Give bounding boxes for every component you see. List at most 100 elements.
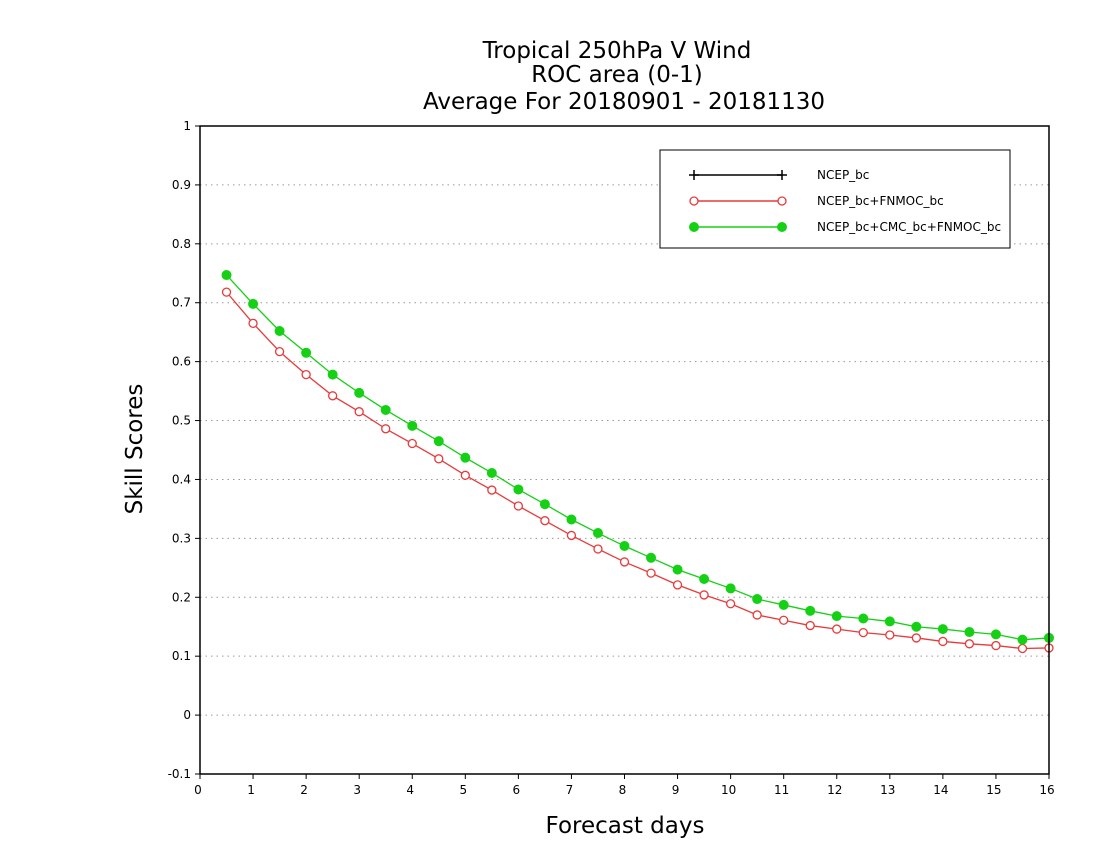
plot-series — [221, 270, 1054, 654]
data-point — [752, 610, 762, 620]
series-line — [226, 291, 1050, 650]
y-tick-label: 0.8 — [172, 237, 191, 251]
data-point — [752, 594, 763, 605]
x-tick-label: 11 — [774, 783, 789, 797]
legend-marker — [777, 222, 787, 232]
grid — [200, 184, 1049, 716]
y-tick-label: 0.1 — [172, 649, 191, 663]
data-point — [486, 467, 497, 478]
data-point — [725, 599, 736, 609]
series-line — [226, 274, 1050, 641]
x-tick-label: 2 — [300, 783, 308, 797]
x-tick-label: 5 — [459, 783, 467, 797]
x-tick-label: 13 — [880, 783, 895, 797]
data-point — [858, 627, 868, 638]
x-tick-label: 8 — [619, 783, 627, 797]
data-point — [593, 544, 603, 554]
data-point — [964, 627, 975, 638]
data-point — [221, 287, 232, 297]
y-tick-label: 0.4 — [172, 472, 191, 486]
data-point — [513, 484, 524, 495]
data-point — [354, 407, 364, 417]
data-point — [434, 454, 444, 464]
legend-box — [659, 149, 1011, 249]
series-1 — [221, 287, 1054, 654]
data-point — [274, 346, 285, 357]
y-tick-label: -0.1 — [168, 767, 191, 781]
x-tick-label: 12 — [827, 783, 842, 797]
x-tick-label: 0 — [194, 783, 202, 797]
y-tick-label: 0.7 — [172, 296, 191, 310]
data-point — [805, 620, 815, 631]
legend-label: NCEP_bc+CMC_bc+FNMOC_bc — [817, 220, 1001, 234]
data-point — [592, 528, 603, 539]
data-point — [301, 347, 312, 358]
x-tick-label: 14 — [933, 783, 948, 797]
data-point — [566, 530, 577, 541]
y-tick-label: 0.3 — [172, 531, 191, 545]
data-point — [619, 557, 630, 567]
legend-entry: NCEP_bc+FNMOC_bc — [689, 194, 944, 208]
data-point — [646, 568, 656, 578]
data-point — [699, 590, 709, 600]
data-point — [327, 369, 338, 380]
data-point — [911, 633, 921, 643]
data-point — [937, 624, 948, 635]
legend-label: NCEP_bc+FNMOC_bc — [817, 194, 944, 208]
data-point — [328, 391, 338, 401]
data-point — [672, 564, 683, 575]
data-point — [513, 501, 524, 511]
x-tick-label: 3 — [353, 783, 361, 797]
legend-entry: NCEP_bc — [689, 168, 869, 182]
data-point — [460, 470, 470, 480]
data-point — [964, 639, 975, 649]
data-point — [487, 485, 497, 495]
y-tick-label: 1 — [183, 119, 191, 133]
data-point — [566, 514, 577, 525]
data-point — [858, 613, 869, 624]
x-tick-label: 1 — [247, 783, 255, 797]
data-point — [805, 605, 816, 616]
data-point — [221, 270, 232, 281]
x-tick-label: 6 — [513, 783, 521, 797]
chart-title-line-2: ROC area (0-1) — [531, 62, 703, 88]
x-tick-label: 10 — [721, 783, 736, 797]
data-point — [779, 615, 789, 625]
data-point — [938, 636, 948, 647]
data-point — [301, 369, 311, 380]
data-point — [1017, 634, 1028, 645]
x-axis-label: Forecast days — [546, 813, 705, 839]
axes: -0.100.10.20.30.40.50.60.70.80.910 1 2 3 4 5 6… — [168, 119, 1055, 797]
plot-frame — [199, 125, 1050, 775]
chart-title-line-1: Tropical 250hPa V Wind — [482, 38, 752, 64]
data-point — [990, 629, 1001, 640]
legend-entry: NCEP_bc+CMC_bc+FNMOC_bc — [689, 220, 1001, 234]
data-point — [885, 630, 895, 640]
data-point — [672, 580, 683, 590]
x-tick-label: 15 — [986, 783, 1001, 797]
data-point — [832, 624, 842, 634]
data-point — [407, 438, 417, 449]
data-point — [433, 436, 444, 447]
data-point — [539, 499, 550, 510]
chart-title: Tropical 250hPa V Wind ROC area (0-1) Av… — [423, 38, 825, 115]
x-tick-label: 7 — [566, 783, 574, 797]
legend-marker — [777, 196, 787, 206]
data-point — [248, 318, 258, 328]
data-point — [619, 541, 630, 552]
legend-marker — [777, 170, 787, 180]
data-point — [354, 387, 365, 398]
data-point — [540, 516, 550, 526]
legend-label: NCEP_bc — [817, 168, 869, 182]
data-point — [991, 640, 1001, 651]
data-point — [1017, 643, 1028, 654]
y-tick-label: 0.9 — [172, 178, 191, 192]
data-point — [884, 616, 895, 627]
data-point — [407, 420, 418, 431]
chart-title-line-3: Average For 20180901 - 20181130 — [423, 89, 825, 115]
data-point — [380, 404, 391, 415]
x-tick-label: 4 — [406, 783, 414, 797]
data-point — [646, 552, 657, 563]
data-point — [778, 599, 789, 610]
